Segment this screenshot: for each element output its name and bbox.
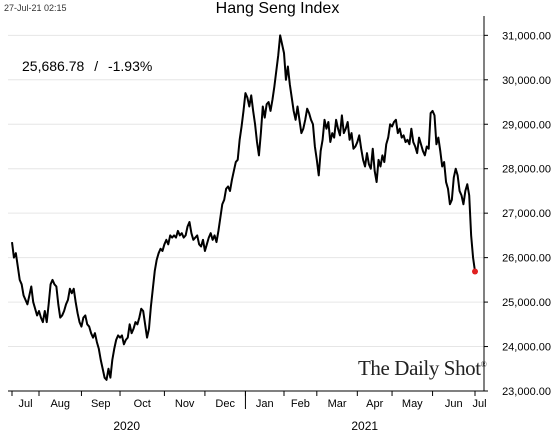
y-tick-label: 31,000.00 xyxy=(502,30,551,42)
last-value: 25,686.78 xyxy=(22,58,85,74)
x-tick-label: Jan xyxy=(256,398,274,410)
x-tick-label: May xyxy=(402,398,423,410)
source-label: The Daily Shot xyxy=(358,356,481,380)
chart-title: Hang Seng Index xyxy=(215,0,340,17)
year-label: 2020 xyxy=(113,419,140,433)
y-tick-label: 26,000.00 xyxy=(502,253,551,265)
annotation-separator: / xyxy=(94,58,99,74)
registered-mark: ® xyxy=(480,360,487,369)
y-tick-label: 30,000.00 xyxy=(502,75,551,87)
source-logo: The Daily Shot® xyxy=(358,356,487,381)
last-value-annotation: 25,686.78 / -1.93% xyxy=(22,58,152,74)
x-tick-label: Feb xyxy=(291,398,310,410)
x-tick-label: Apr xyxy=(366,398,383,410)
y-tick-label: 24,000.00 xyxy=(502,342,551,354)
daily-change: -1.93% xyxy=(107,58,153,74)
y-tick-label: 25,000.00 xyxy=(502,297,551,309)
series-line xyxy=(11,34,476,381)
x-tick-label: Sep xyxy=(91,398,111,410)
y-tick-label: 29,000.00 xyxy=(502,119,551,131)
y-tick-label: 27,000.00 xyxy=(502,208,551,220)
x-tick-label: Oct xyxy=(134,398,151,410)
x-tick-label: Jul xyxy=(18,398,32,410)
x-tick-label: Nov xyxy=(175,398,195,410)
x-tick-label: Mar xyxy=(328,398,347,410)
year-label: 2021 xyxy=(351,419,378,433)
chart-timestamp: 27-Jul-21 02:15 xyxy=(4,3,67,13)
x-tick-label: Jul xyxy=(472,398,486,410)
x-tick-label: Jun xyxy=(445,398,463,410)
y-tick-label: 23,000.00 xyxy=(502,386,551,398)
x-tick-label: Aug xyxy=(50,398,70,410)
x-tick-label: Dec xyxy=(215,398,235,410)
y-tick-label: 28,000.00 xyxy=(502,164,551,176)
last-point-marker xyxy=(472,268,478,275)
